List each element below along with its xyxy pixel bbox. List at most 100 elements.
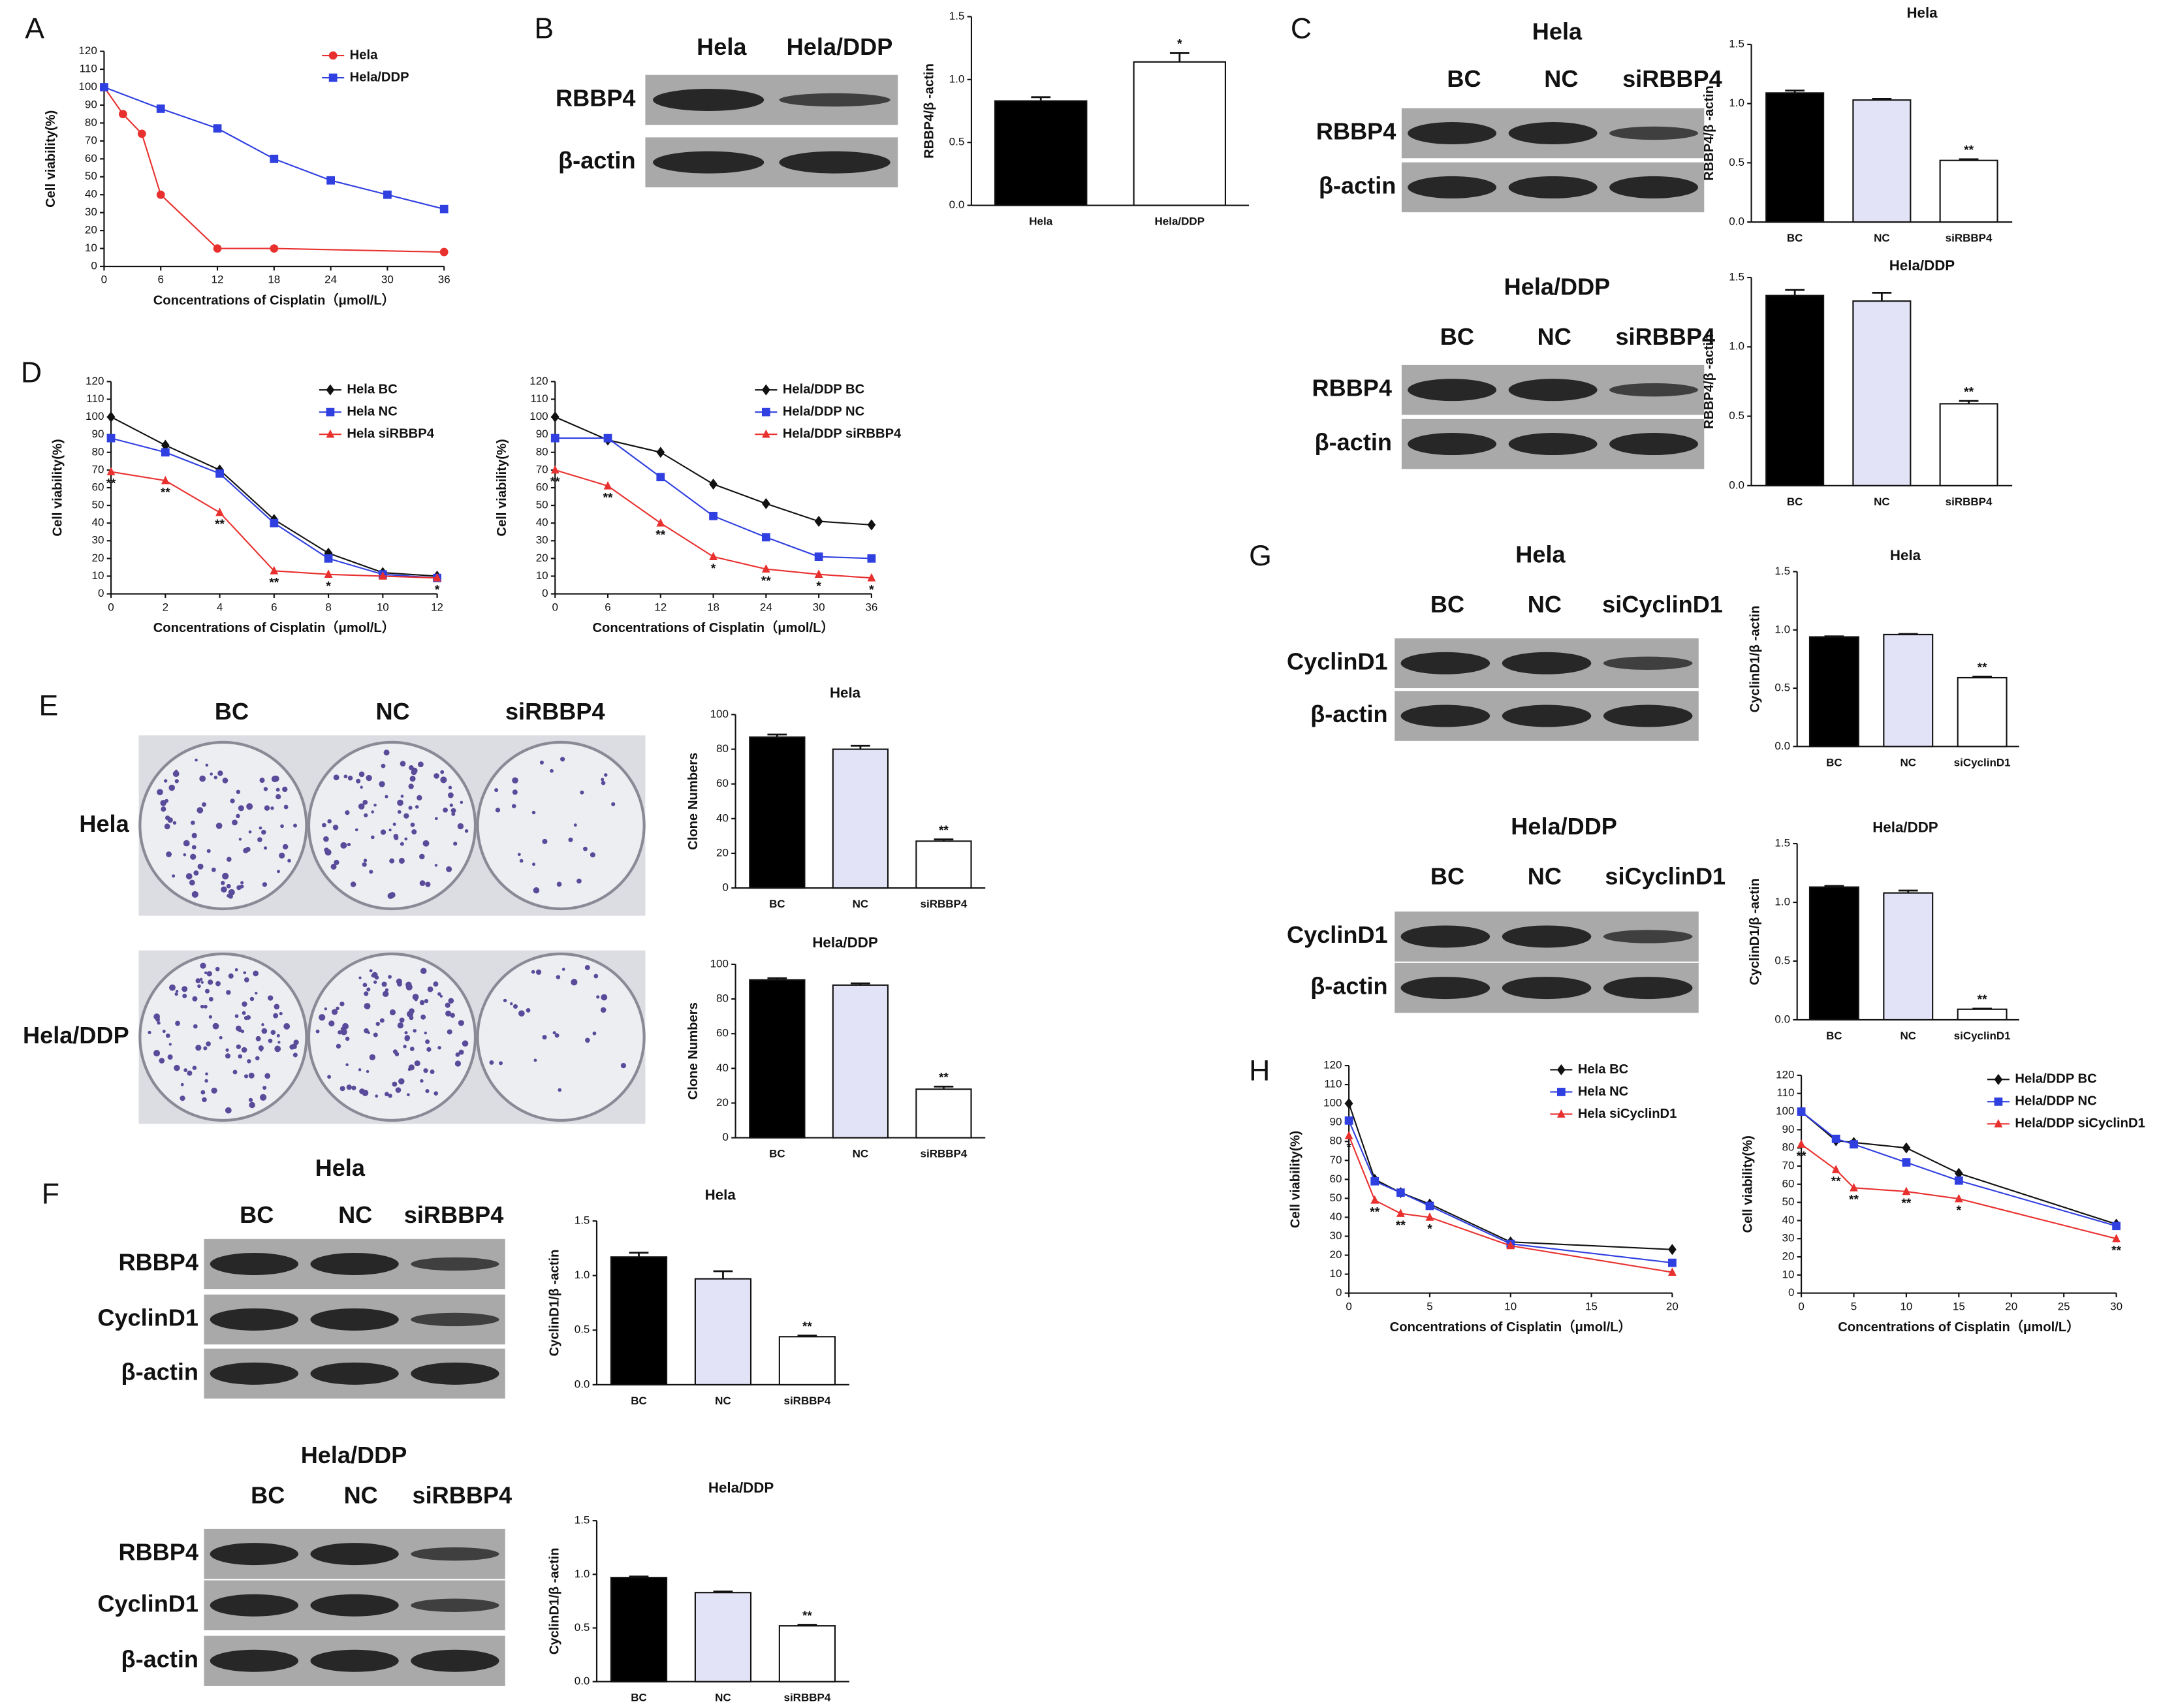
colony — [165, 799, 169, 803]
y-tick-label: 110 — [531, 392, 548, 405]
colony — [554, 1033, 560, 1038]
legend-label: Hela/DDP BC — [783, 382, 865, 396]
colony — [494, 788, 499, 793]
colony — [163, 779, 168, 783]
x-tick-label: Hela — [1029, 215, 1052, 228]
marker — [867, 573, 876, 582]
colony — [200, 1090, 206, 1095]
marker — [761, 407, 770, 417]
blot-band — [1502, 925, 1592, 948]
y-tick-label: 0.0 — [575, 1378, 590, 1390]
series-line — [1801, 1143, 2117, 1240]
blot-band — [1609, 433, 1699, 456]
colony — [217, 770, 223, 776]
marker — [709, 479, 717, 490]
y-tick-label: 0.5 — [575, 1323, 590, 1336]
y-tick-label: 70 — [1330, 1154, 1342, 1166]
y-tick-label: 30 — [85, 206, 97, 218]
colony — [437, 992, 441, 996]
colony — [437, 1045, 441, 1050]
blot-band — [210, 1308, 298, 1331]
colony — [601, 778, 605, 782]
marker — [433, 573, 441, 582]
colony — [601, 994, 608, 1001]
marker — [814, 569, 823, 578]
colony — [364, 1028, 369, 1034]
colony — [358, 803, 365, 810]
colony — [205, 763, 209, 767]
colony — [248, 830, 252, 834]
x-tick-label: 0 — [108, 601, 114, 613]
marker — [326, 429, 335, 438]
y-axis-label: Clone Numbers — [686, 1002, 701, 1099]
plate-row-label: Hela/DDP — [23, 1022, 129, 1049]
blot-band — [653, 151, 765, 174]
colony — [264, 1073, 271, 1079]
marker — [550, 411, 560, 423]
blot-band — [1508, 176, 1598, 198]
blot-band — [779, 93, 891, 107]
colony — [248, 1098, 253, 1102]
colony — [292, 1052, 298, 1058]
lane-label: Hela/DDP — [787, 33, 893, 60]
blot-band — [1609, 126, 1699, 140]
legend-label: Hela siCyclinD1 — [1578, 1107, 1677, 1121]
marker — [1994, 1118, 2003, 1128]
colony — [164, 823, 170, 830]
colony — [399, 1017, 405, 1023]
colony — [445, 1002, 450, 1008]
y-tick-label: 120 — [529, 375, 548, 387]
colony — [183, 853, 187, 857]
colony — [379, 781, 385, 787]
colony — [197, 984, 201, 988]
blot-row-label: RBBP4 — [1316, 118, 1396, 145]
colony — [191, 820, 195, 825]
colony — [385, 1092, 389, 1097]
marker — [1396, 1188, 1405, 1197]
y-tick-label: 40 — [1782, 1214, 1795, 1226]
colony — [351, 1085, 356, 1090]
colony — [449, 803, 453, 807]
colony — [464, 829, 469, 833]
y-tick-label: 10 — [1782, 1268, 1795, 1280]
colony — [364, 991, 369, 996]
x-tick-label: NC — [1874, 496, 1890, 508]
colony — [331, 1009, 338, 1015]
colony — [327, 1075, 332, 1079]
blot-band — [653, 89, 765, 112]
colony — [323, 836, 329, 842]
y-tick-label: 110 — [80, 63, 97, 75]
x-tick-label: 25 — [2058, 1300, 2070, 1312]
colony — [373, 803, 377, 807]
y-tick-label: 0.0 — [949, 198, 965, 211]
marker — [161, 475, 170, 484]
colony — [215, 966, 220, 972]
significance: * — [1177, 38, 1182, 52]
chart-title: Hela/DDP — [1872, 819, 1938, 836]
colony — [347, 776, 353, 781]
x-tick-label: BC — [1787, 232, 1803, 244]
x-tick-label: 0 — [1346, 1300, 1351, 1312]
point-label: * — [1427, 1223, 1432, 1237]
error-bar — [713, 1270, 733, 1279]
colony — [332, 824, 339, 830]
marker — [161, 448, 170, 457]
x-tick-label: siRBBP4 — [921, 1148, 968, 1160]
colony — [202, 1097, 207, 1103]
y-tick-label: 100 — [86, 410, 104, 422]
x-tick-label: NC — [715, 1395, 731, 1407]
colony — [371, 810, 375, 814]
colony — [417, 795, 422, 801]
colony — [166, 851, 172, 857]
colony — [221, 886, 227, 893]
marker — [1668, 1258, 1677, 1267]
point-label: ** — [215, 518, 225, 531]
y-tick-label: 90 — [91, 428, 104, 440]
y-tick-label: 10 — [1330, 1267, 1342, 1280]
colony — [222, 778, 229, 783]
y-tick-label: 100 — [710, 957, 729, 970]
colony — [414, 1060, 420, 1067]
lane-label: siRBBP4 — [1622, 65, 1722, 92]
colony — [440, 770, 445, 774]
blot-band — [1400, 925, 1490, 948]
